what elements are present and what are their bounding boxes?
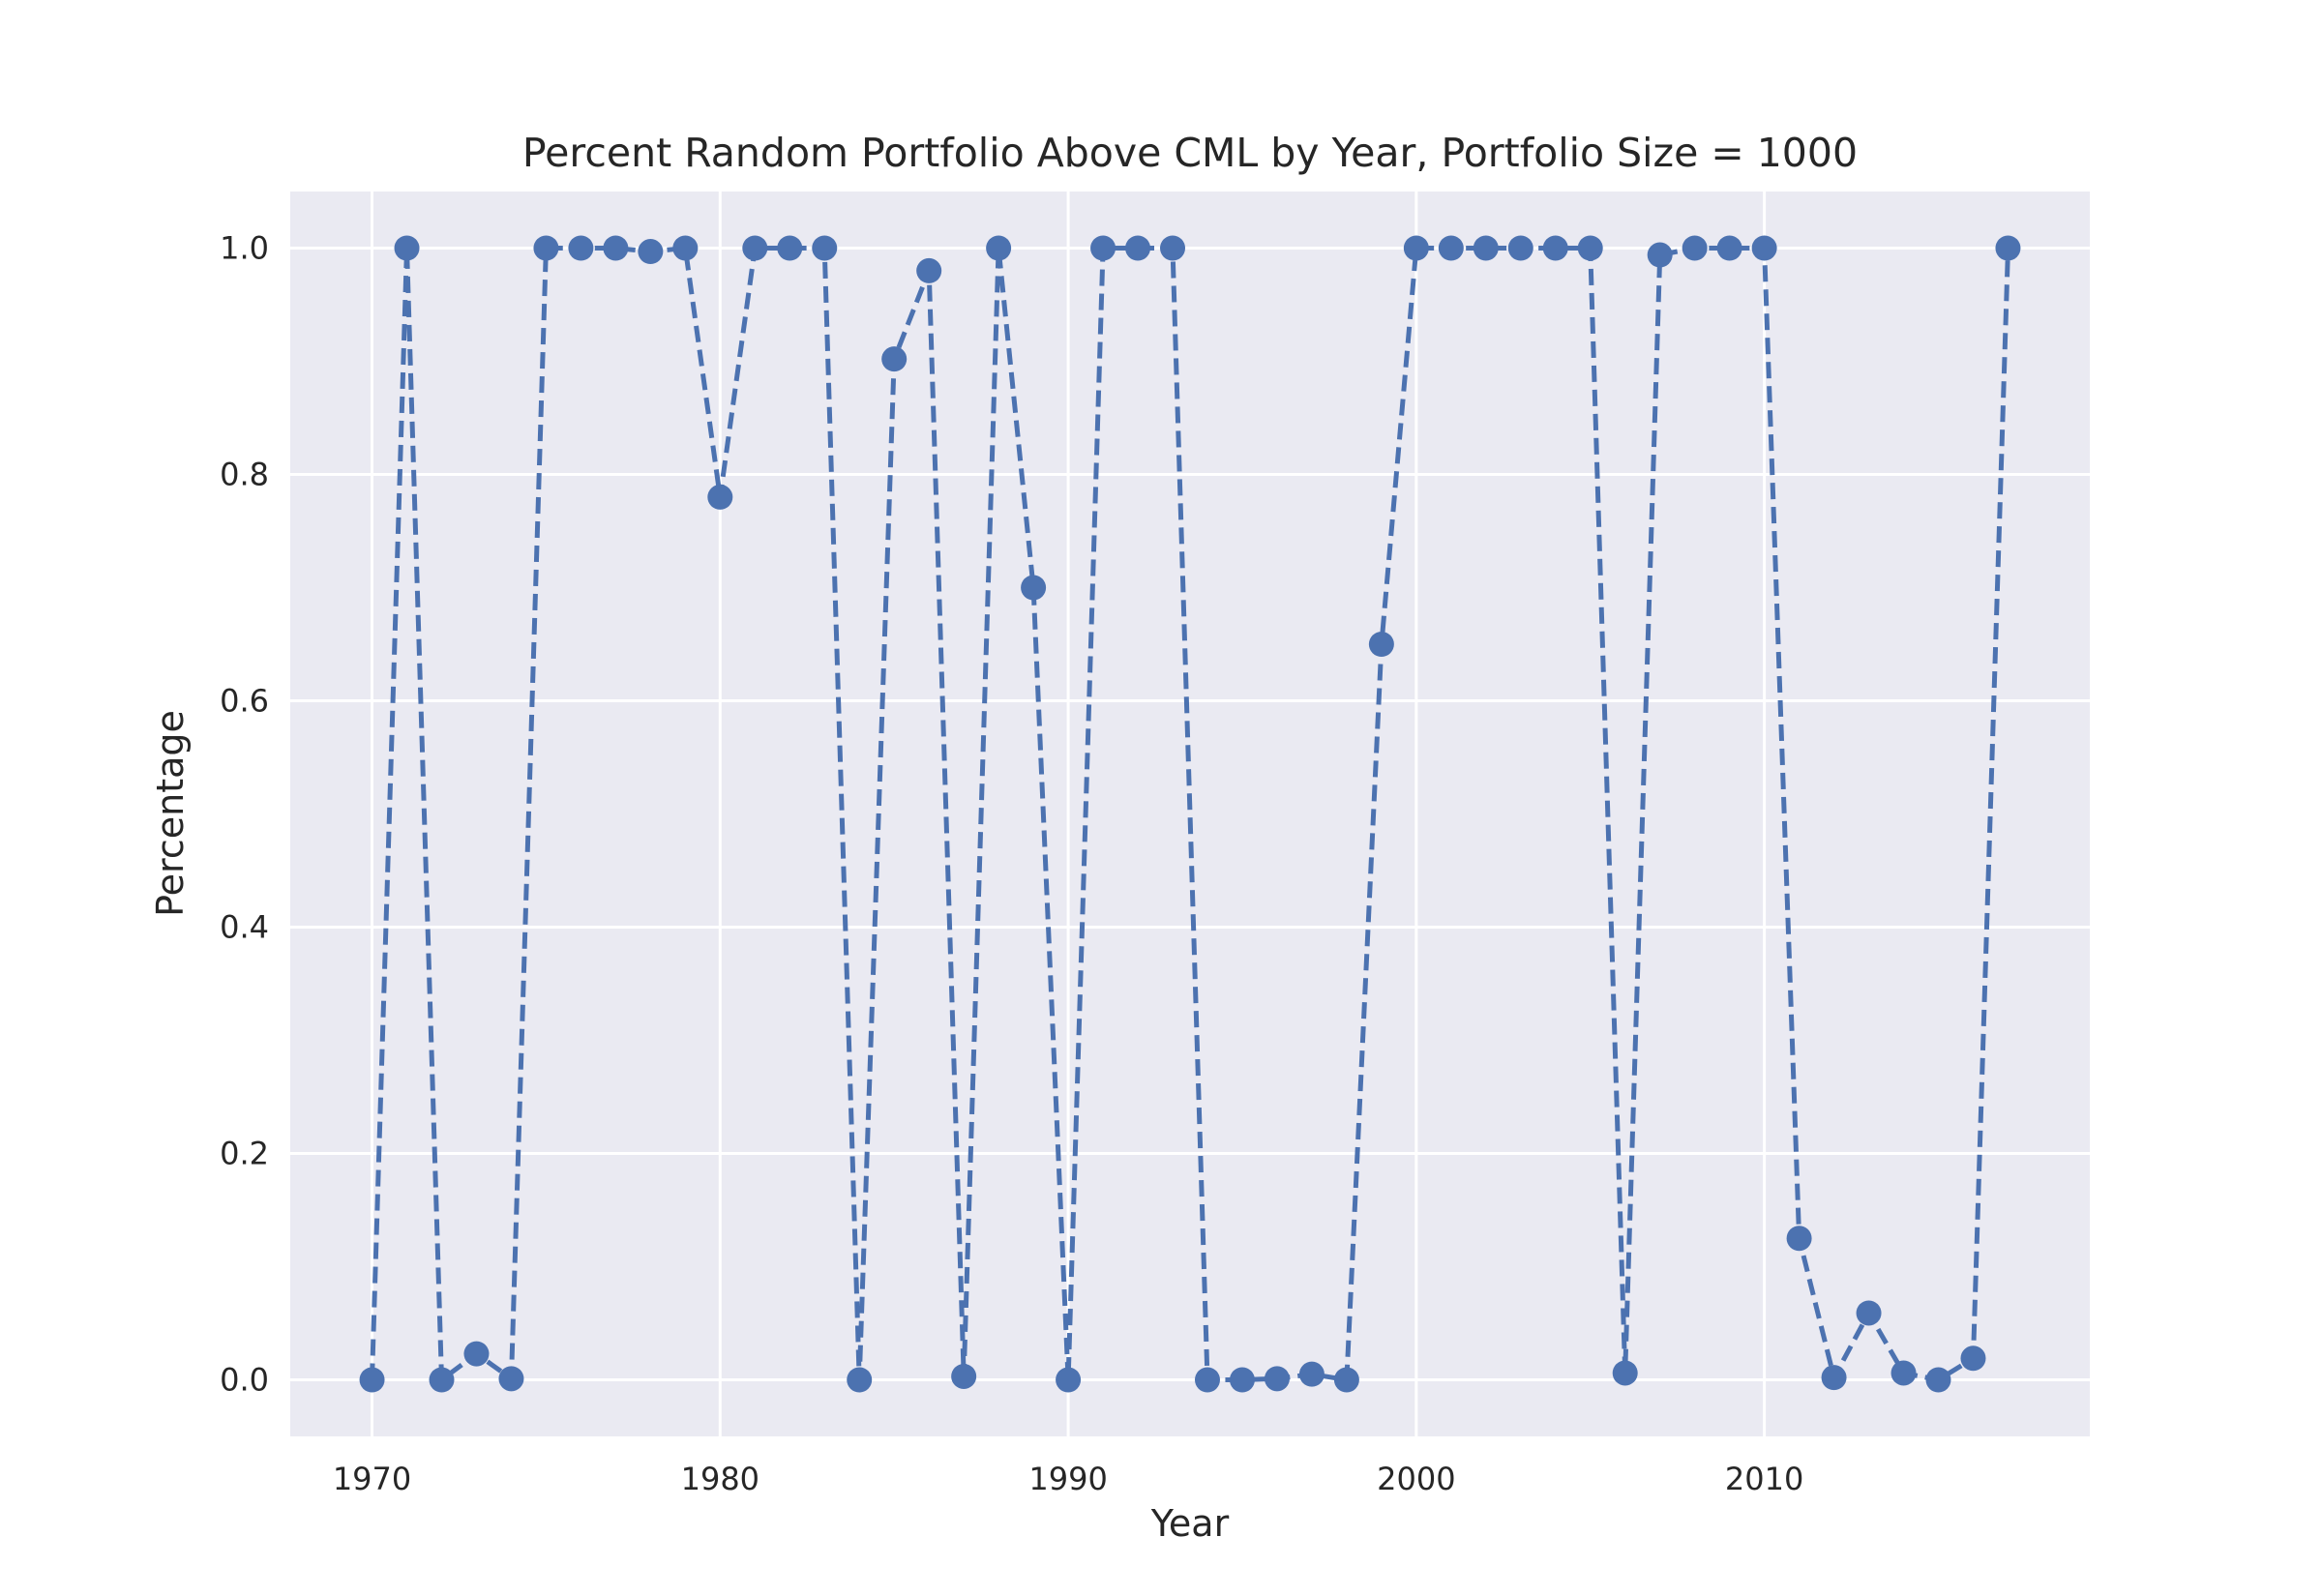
data-point: [568, 235, 594, 261]
data-point: [1298, 1361, 1325, 1387]
data-point: [847, 1367, 873, 1393]
data-point: [1438, 235, 1464, 261]
data-point: [1473, 235, 1499, 261]
data-point: [1960, 1345, 1986, 1372]
x-tick-label: 1990: [1028, 1461, 1107, 1497]
data-point: [951, 1363, 977, 1389]
x-tick-labels: 1970 1980 1990 2000 2010: [333, 1461, 1804, 1497]
data-point: [1229, 1367, 1255, 1393]
data-point: [1160, 235, 1186, 261]
data-point: [1821, 1365, 1847, 1391]
data-point: [1786, 1226, 1812, 1252]
data-point: [1890, 1360, 1917, 1386]
y-tick-label: 0.4: [220, 909, 269, 946]
data-point: [1125, 235, 1151, 261]
data-point: [881, 346, 908, 372]
y-axis-label: Percentage: [149, 710, 192, 917]
data-point: [777, 235, 803, 261]
data-point: [1577, 235, 1603, 261]
x-tick-label: 2010: [1725, 1461, 1803, 1497]
x-tick-label: 1970: [333, 1461, 411, 1497]
data-point: [498, 1366, 524, 1392]
data-point: [812, 235, 838, 261]
data-point: [1716, 235, 1742, 261]
data-point: [986, 235, 1012, 261]
data-point: [1612, 1360, 1638, 1386]
data-point: [707, 484, 733, 510]
data-point: [1090, 235, 1116, 261]
data-point: [1682, 235, 1708, 261]
plot-background: [290, 192, 2090, 1436]
data-point: [1751, 235, 1777, 261]
y-tick-label: 0.6: [220, 683, 269, 720]
y-tick-label: 0.2: [220, 1136, 269, 1172]
data-point: [1647, 242, 1673, 268]
chart-title: Percent Random Portfolio Above CML by Ye…: [522, 130, 1858, 176]
data-point: [916, 257, 942, 283]
data-point: [672, 235, 699, 261]
y-tick-label: 1.0: [220, 230, 269, 267]
data-point: [1507, 235, 1533, 261]
y-tick-label: 0.0: [220, 1362, 269, 1399]
data-point: [638, 239, 664, 265]
data-point: [359, 1367, 385, 1393]
data-point: [463, 1341, 490, 1367]
x-tick-label: 2000: [1377, 1461, 1455, 1497]
y-tick-labels: 0.0 0.2 0.4 0.6 0.8 1.0: [220, 230, 269, 1399]
data-point: [742, 235, 768, 261]
data-point: [1542, 235, 1568, 261]
data-point: [1925, 1367, 1951, 1393]
data-point: [1368, 632, 1394, 657]
data-point: [394, 235, 420, 261]
data-point: [1403, 235, 1429, 261]
data-point: [1995, 235, 2021, 261]
data-point: [429, 1367, 455, 1393]
data-point: [1056, 1367, 1082, 1393]
y-tick-label: 0.8: [220, 457, 269, 493]
x-axis-label: Year: [1150, 1502, 1230, 1545]
data-point: [1194, 1367, 1220, 1393]
x-tick-label: 1980: [681, 1461, 759, 1497]
data-point: [1264, 1366, 1290, 1392]
data-point: [603, 235, 629, 261]
series-layer: [359, 235, 2021, 1393]
data-point: [1856, 1300, 1882, 1326]
data-point: [1333, 1367, 1359, 1393]
data-point: [533, 235, 559, 261]
data-point: [1021, 575, 1047, 601]
